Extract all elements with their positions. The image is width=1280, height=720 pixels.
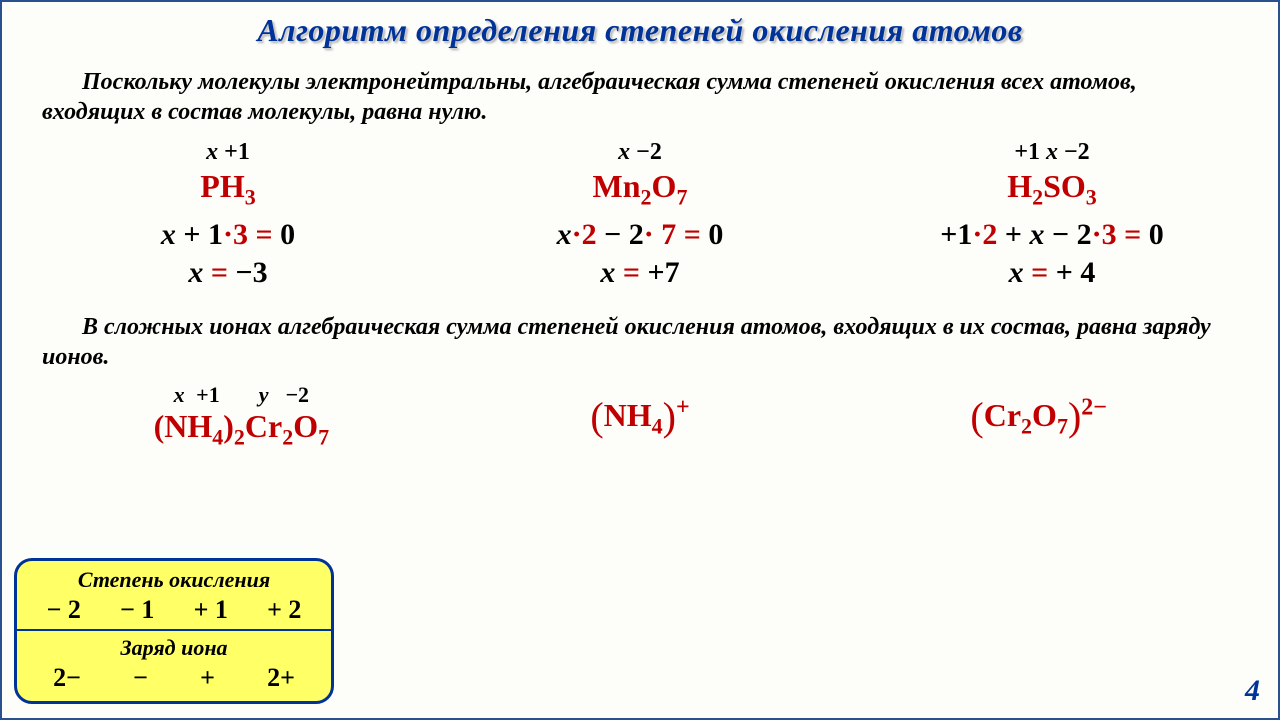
ox-labels-1: x +1 [22, 139, 434, 166]
example-3: +1 x −2 H2SO3 +1·2 + x − 2·3 = 0 x = + 4 [846, 139, 1258, 294]
intro-paragraph-1: Поскольку молекулы электронейтральны, ал… [42, 67, 1238, 127]
legend-val: + [200, 663, 215, 693]
equation-2a: x·2 − 2· 7 = 0 [434, 218, 846, 252]
legend-divider [17, 629, 331, 631]
equation-2b: x = +7 [434, 256, 846, 290]
legend-val: + 2 [267, 595, 301, 625]
formula-3: H2SO3 [846, 168, 1258, 210]
legend-title-1: Степень окисления [27, 567, 321, 593]
legend-box: Степень окисления − 2 − 1 + 1 + 2 Заряд … [14, 558, 334, 704]
ion-formula-1: (NH4)2Cr2O7 [42, 408, 441, 450]
ox-labels-3: +1 x −2 [846, 139, 1258, 166]
legend-val: − 2 [47, 595, 81, 625]
legend-val: 2− [53, 663, 81, 693]
legend-val: − [133, 663, 148, 693]
equation-3b: x = + 4 [846, 256, 1258, 290]
equation-3a: +1·2 + x − 2·3 = 0 [846, 218, 1258, 252]
formula-1: PH3 [22, 168, 434, 210]
ox-labels-2: x −2 [434, 139, 846, 166]
page-number: 4 [1245, 674, 1260, 708]
ion-3: (Cr2O7)2− [839, 393, 1238, 440]
ion-1: x +1 y −2 (NH4)2Cr2O7 [42, 382, 441, 450]
example-2: x −2 Mn2O7 x·2 − 2· 7 = 0 x = +7 [434, 139, 846, 294]
ion-ox-1: x +1 y −2 [42, 382, 441, 408]
example-1: x +1 PH3 x + 1·3 = 0 x = −3 [22, 139, 434, 294]
examples-row: x +1 PH3 x + 1·3 = 0 x = −3 x −2 Mn2O7 x… [22, 139, 1258, 294]
ions-row: x +1 y −2 (NH4)2Cr2O7 (NH4)+ (Cr2O7)2− [42, 382, 1238, 450]
formula-2: Mn2O7 [434, 168, 846, 210]
legend-val: + 1 [194, 595, 228, 625]
legend-title-2: Заряд иона [27, 635, 321, 661]
intro-paragraph-2: В сложных ионах алгебраическая сумма сте… [42, 312, 1238, 372]
legend-val: − 1 [120, 595, 154, 625]
ion-formula-3: (Cr2O7)2− [839, 393, 1238, 440]
page-title: Алгоритм определения степеней окисления … [2, 12, 1278, 49]
legend-row-1: − 2 − 1 + 1 + 2 [27, 595, 321, 625]
legend-val: 2+ [267, 663, 295, 693]
ion-2: (NH4)+ [441, 393, 840, 440]
equation-1b: x = −3 [22, 256, 434, 290]
legend-row-2: 2− − + 2+ [27, 663, 321, 693]
equation-1a: x + 1·3 = 0 [22, 218, 434, 252]
ion-formula-2: (NH4)+ [441, 393, 840, 440]
